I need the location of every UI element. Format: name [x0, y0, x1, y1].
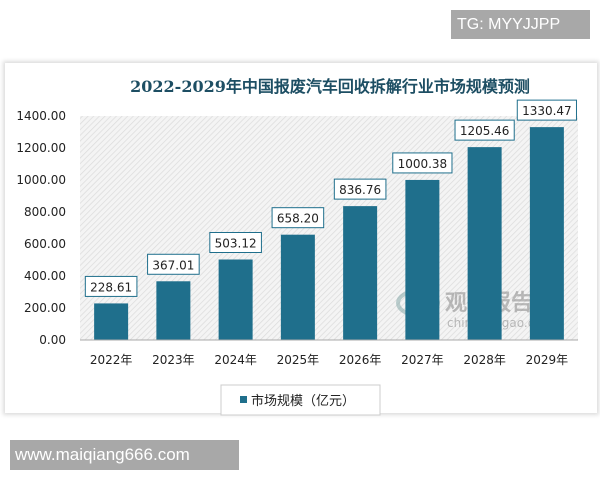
x-tick-label: 2029年	[526, 353, 569, 367]
data-label-box	[454, 119, 515, 141]
data-label-box	[392, 152, 453, 174]
legend-label: 市场规模（亿元）	[251, 393, 355, 409]
bar	[94, 303, 129, 340]
watermark-top: TG: MYYJJPP	[451, 10, 590, 39]
y-tick-label: 1400.00	[16, 109, 66, 123]
data-label: 658.20	[277, 212, 319, 226]
data-label: 1205.46	[460, 124, 510, 138]
data-label-box	[271, 207, 325, 229]
bar	[156, 281, 191, 340]
y-tick-label: 600.00	[24, 237, 66, 251]
data-label: 836.76	[339, 183, 381, 197]
data-label: 367.01	[152, 258, 194, 272]
y-tick-label: 800.00	[24, 205, 66, 219]
data-label: 1000.38	[398, 157, 448, 171]
bar	[280, 234, 315, 340]
y-tick-label: 0.00	[39, 333, 66, 347]
x-tick-label: 2025年	[277, 353, 320, 367]
x-tick-label: 2026年	[339, 353, 382, 367]
y-tick-label: 400.00	[24, 269, 66, 283]
legend: 市场规模（亿元）	[220, 384, 381, 416]
x-tick-label: 2028年	[463, 353, 506, 367]
bar	[218, 259, 253, 340]
bar	[343, 206, 378, 340]
data-label: 228.61	[90, 280, 132, 294]
bar	[405, 179, 440, 340]
data-label-box	[209, 232, 262, 254]
legend-swatch	[240, 396, 247, 403]
y-tick-label: 200.00	[24, 301, 66, 315]
bar	[529, 127, 564, 340]
data-label-box	[84, 275, 138, 297]
y-tick-label: 1200.00	[16, 141, 66, 155]
y-tick-label: 1000.00	[16, 173, 66, 187]
watermark-bottom: www.maiqiang666.com	[10, 440, 239, 470]
data-label: 1330.47	[522, 104, 572, 118]
data-label: 503.12	[215, 237, 257, 251]
x-tick-label: 2022年	[90, 353, 133, 367]
x-tick-label: 2023年	[152, 353, 195, 367]
chart-title: 2022-2029年中国报废汽车回收拆解行业市场规模预测	[130, 77, 530, 96]
data-label-box	[516, 99, 577, 121]
x-tick-label: 2027年	[401, 353, 444, 367]
x-tick-label: 2024年	[214, 353, 257, 367]
bar	[467, 147, 502, 340]
data-label-box	[147, 253, 200, 275]
data-label-box	[333, 178, 387, 200]
